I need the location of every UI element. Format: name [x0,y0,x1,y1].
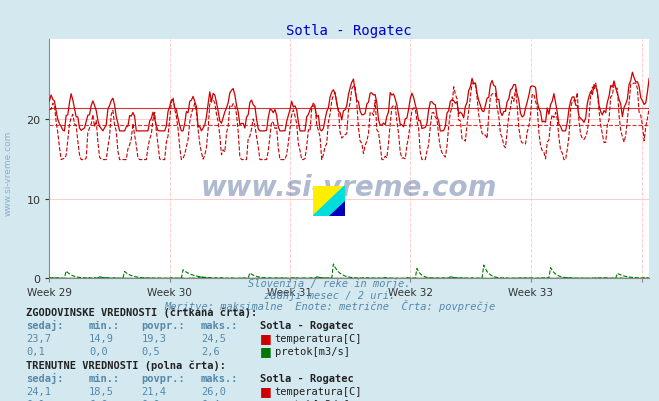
Text: www.si-vreme.com: www.si-vreme.com [3,130,13,215]
Text: 19,3: 19,3 [142,333,167,343]
Polygon shape [329,201,345,217]
Text: ■: ■ [260,397,272,401]
Text: 21,4: 21,4 [142,386,167,396]
Text: 0,0: 0,0 [89,346,107,356]
Text: 0,0: 0,0 [142,399,160,401]
Text: TRENUTNE VREDNOSTI (polna črta):: TRENUTNE VREDNOSTI (polna črta): [26,359,226,370]
Text: 0,1: 0,1 [26,399,45,401]
Text: temperatura[C]: temperatura[C] [275,333,362,343]
Text: Meritve: maksimalne  Enote: metrične  Črta: povprečje: Meritve: maksimalne Enote: metrične Črta… [164,299,495,311]
Text: Slovenija / reke in morje.: Slovenija / reke in morje. [248,279,411,289]
Text: povpr.:: povpr.: [142,320,185,330]
Polygon shape [313,186,345,217]
Text: temperatura[C]: temperatura[C] [275,386,362,396]
Text: www.si-vreme.com: www.si-vreme.com [201,174,498,202]
Text: Sotla - Rogatec: Sotla - Rogatec [260,320,354,330]
Text: ■: ■ [260,331,272,344]
Text: min.:: min.: [89,373,120,383]
Text: 24,5: 24,5 [201,333,226,343]
Text: 0,5: 0,5 [142,346,160,356]
Text: ■: ■ [260,384,272,397]
Text: 0,4: 0,4 [201,399,219,401]
Text: maks.:: maks.: [201,373,239,383]
Text: 2,6: 2,6 [201,346,219,356]
Text: 14,9: 14,9 [89,333,114,343]
Text: pretok[m3/s]: pretok[m3/s] [275,399,350,401]
Text: pretok[m3/s]: pretok[m3/s] [275,346,350,356]
Text: sedaj:: sedaj: [26,372,64,383]
Text: ■: ■ [260,344,272,357]
Text: 26,0: 26,0 [201,386,226,396]
Text: 0,0: 0,0 [89,399,107,401]
Text: ZGODOVINSKE VREDNOSTI (črtkana črta):: ZGODOVINSKE VREDNOSTI (črtkana črta): [26,306,258,317]
Text: Sotla - Rogatec: Sotla - Rogatec [260,373,354,383]
Text: 24,1: 24,1 [26,386,51,396]
Text: povpr.:: povpr.: [142,373,185,383]
Polygon shape [313,186,345,217]
Text: zadnji mesec / 2 uri.: zadnji mesec / 2 uri. [264,290,395,300]
Text: 18,5: 18,5 [89,386,114,396]
Text: min.:: min.: [89,320,120,330]
Title: Sotla - Rogatec: Sotla - Rogatec [287,24,412,38]
Text: 0,1: 0,1 [26,346,45,356]
Text: 23,7: 23,7 [26,333,51,343]
Text: maks.:: maks.: [201,320,239,330]
Text: sedaj:: sedaj: [26,319,64,330]
